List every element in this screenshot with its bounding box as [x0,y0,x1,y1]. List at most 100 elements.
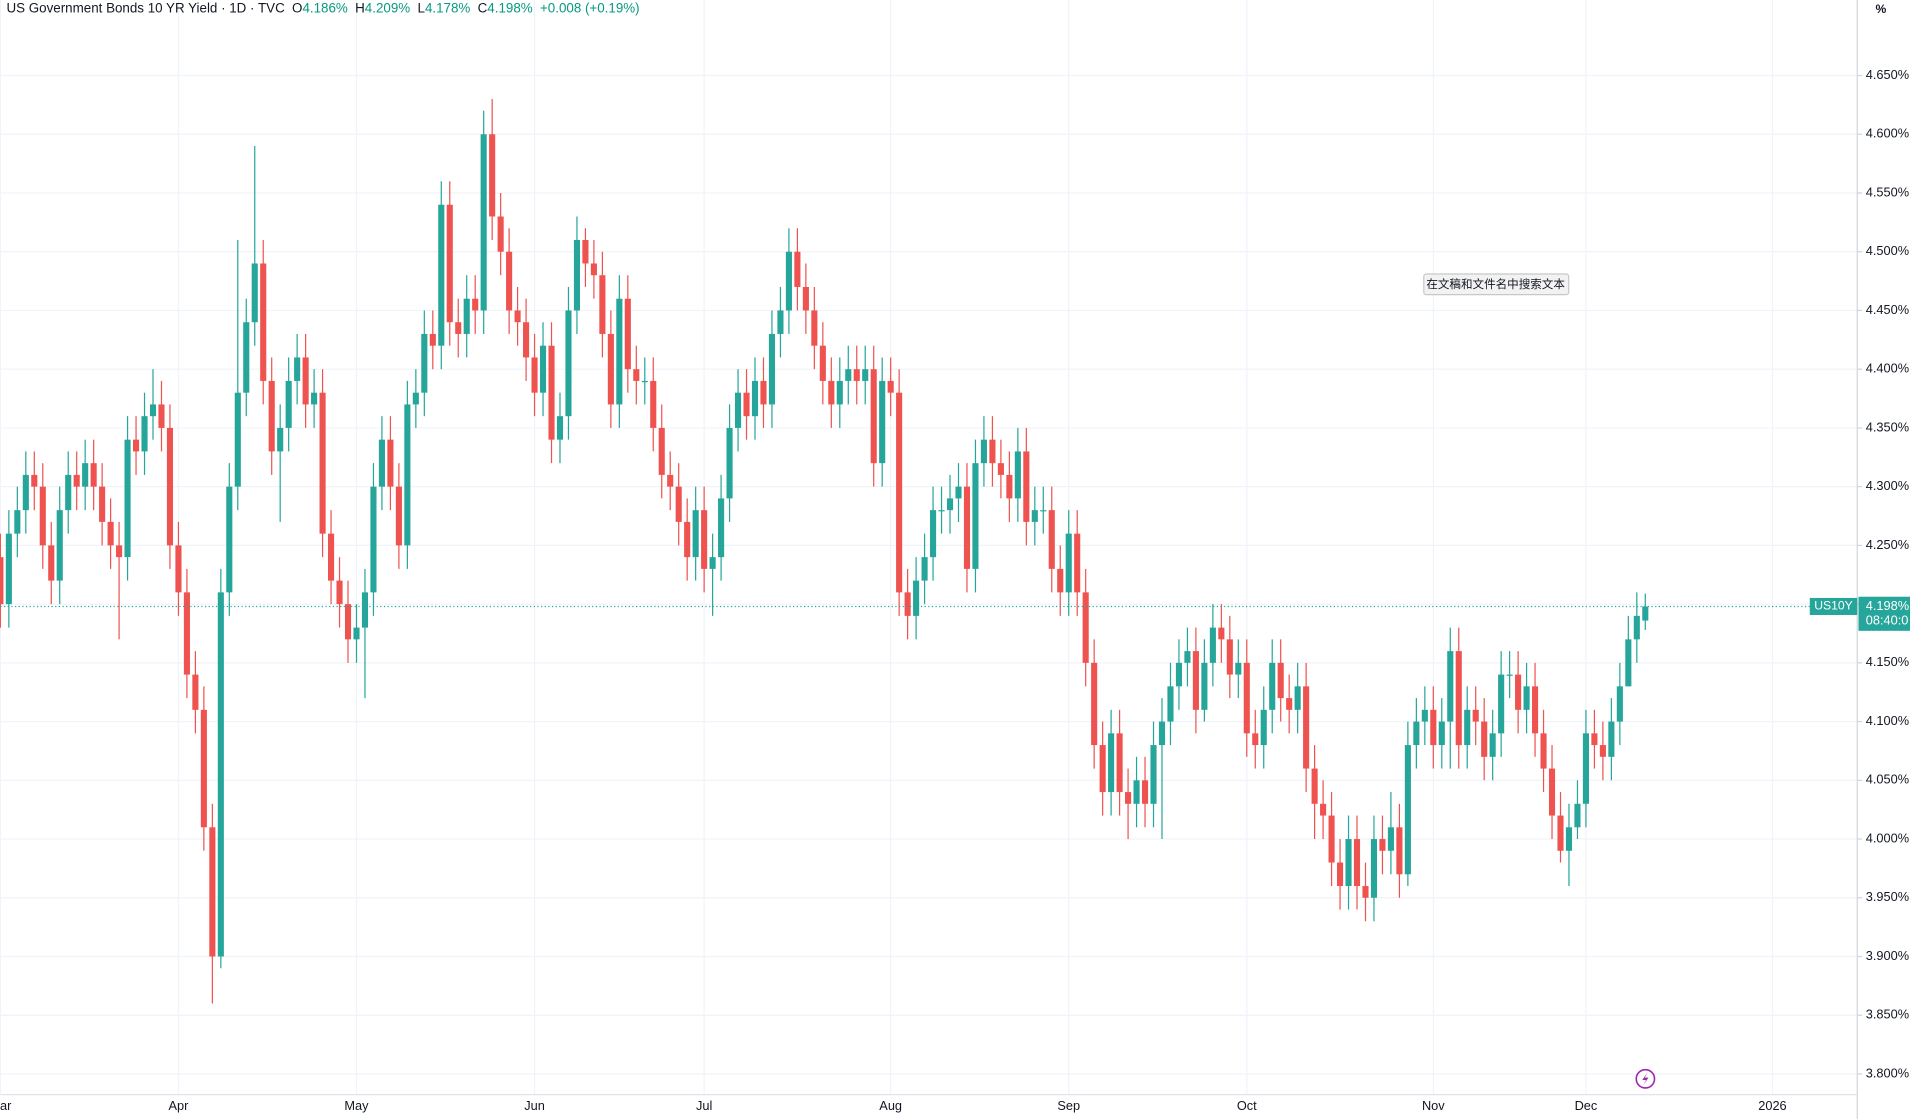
ohlc-value: 4.186% [302,0,347,15]
candle-body [904,592,911,616]
candle-body [446,204,453,323]
candle-body [1014,451,1021,499]
ohlc-value: 4.209% [365,0,410,15]
candle-body [1235,662,1242,675]
candle-body [1523,686,1530,710]
candle-body [1167,686,1174,722]
candle-body [65,474,72,511]
candle-body [675,486,682,522]
symbol-tag [1809,597,1858,615]
candle-body [39,486,46,546]
y-tick-label: 4.300% [1866,478,1909,493]
candle-body [1294,686,1301,710]
candle-body [243,322,250,393]
y-tick-label: 4.400% [1866,361,1909,376]
candle-body [294,357,301,381]
candle-body [1515,674,1522,710]
candle-body [429,333,436,346]
candle-body [82,463,89,487]
candle-body [1498,674,1505,734]
candle-body [692,510,699,558]
candle-body [1150,745,1157,804]
candle-body [870,369,877,464]
candle-body [175,545,182,593]
x-tick-label: 2026 [1758,1098,1786,1113]
candle-body [353,627,360,640]
candle-body [1057,568,1064,593]
candle-body [1099,745,1106,793]
candle-body [1023,451,1030,522]
candle-body [1269,662,1276,710]
candle-body [760,380,767,405]
candle-body [285,380,292,428]
candle-body [1447,651,1454,722]
candle-body [141,416,148,452]
candle-body [862,369,869,381]
candle-body [1065,533,1072,593]
candle-body [1336,862,1344,887]
ohlc-key: O [292,0,302,15]
x-tick-label: Jun [524,1098,545,1113]
candle-body [268,380,275,452]
candle-body [1082,592,1089,663]
y-tick-label: 4.000% [1866,830,1909,845]
candle-body [523,322,530,358]
candle-body [1379,839,1386,851]
ohlc-value: 4.198% [487,0,532,15]
candle-body [802,286,809,311]
x-tick-label: Dec [1575,1098,1598,1113]
candle-body [5,533,12,605]
candle-body [99,486,106,522]
candle-body [1455,651,1462,746]
y-tick-label: 3.800% [1866,1065,1909,1080]
candle-body [556,416,564,440]
y-tick-label: 3.900% [1866,948,1909,963]
axis-unit[interactable]: % [1876,2,1887,16]
candle-body [641,380,648,383]
candle-body [896,392,903,593]
alert-icon[interactable] [1635,1068,1656,1089]
candle-body [624,298,631,370]
candle-body [1532,686,1539,734]
candle-body [1116,733,1123,793]
tooltip-box [1423,273,1570,296]
candle-body [166,427,174,546]
candle-body [1387,827,1394,851]
candle-body [684,521,691,558]
candle-body [1582,733,1589,804]
candle-body [946,498,954,511]
candle-body [1506,674,1513,676]
y-tick-label: 4.600% [1866,126,1909,141]
candle-body [726,427,733,499]
candle-body [1464,709,1471,746]
candle-body [701,510,708,569]
candle-body [633,369,640,381]
candle-body [718,498,725,558]
candle-body [1303,686,1310,769]
legend-header: US Government Bonds 10 YR Yield · 1D · T… [6,0,639,15]
candle-body [1226,639,1233,675]
candle-body [514,310,521,323]
candle-body [1370,839,1378,898]
candle-body [1599,745,1606,757]
candle-body [260,263,267,381]
candle-body [1481,721,1488,757]
candle-body [972,463,979,569]
candle-body [921,557,928,581]
candle-body [777,310,784,334]
candle-body [887,380,894,393]
candle-body [607,333,614,405]
candle-body [955,486,962,499]
candle-body [1192,651,1199,710]
candle-body [1404,745,1411,875]
candle-body [1421,709,1428,722]
candle-body [1201,662,1208,710]
candle-body [302,357,309,405]
axis-labels: 3.800% 3.850% 3.900% 3.950% 4.000% 4.050% 4.10… [0,67,1910,1113]
candle-body [319,392,326,534]
candle-body [1218,627,1225,640]
candle-body [1616,686,1623,722]
y-tick-label: 3.850% [1866,1007,1909,1022]
candle-body [378,439,385,487]
